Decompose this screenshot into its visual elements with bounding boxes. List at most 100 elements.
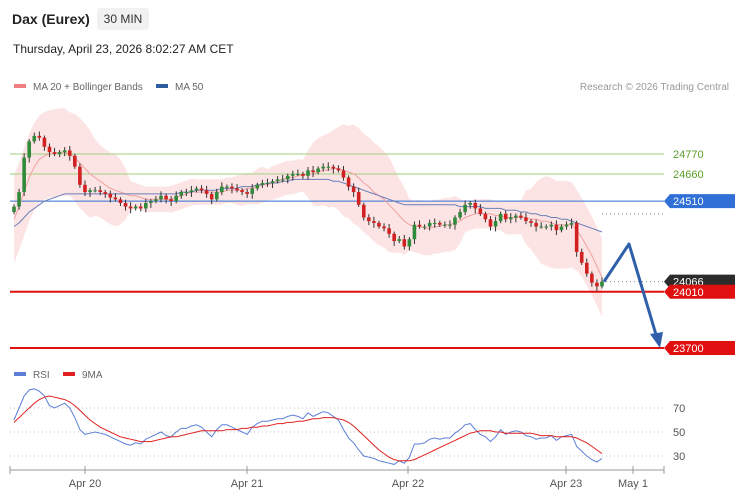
rsi-series-rsi: [13, 388, 603, 465]
candle-body: [519, 215, 523, 218]
candle-body: [488, 219, 493, 227]
legend-label-ma20: MA 20 + Bollinger Bands: [33, 82, 143, 93]
candle-body: [174, 195, 179, 202]
candle-body: [595, 282, 599, 287]
candle-body: [154, 199, 158, 202]
candle-body: [133, 206, 138, 209]
candle-body: [301, 173, 305, 176]
candle-body: [351, 186, 356, 193]
rsi-legend: RSI 9MA: [14, 370, 103, 381]
candle-body: [62, 150, 67, 153]
candle-body: [184, 192, 189, 194]
x-tick-label: Apr 21: [231, 478, 263, 490]
x-axis: Apr 20 Apr 21 Apr 22 Apr 23 May 1: [9, 466, 665, 490]
candle-body: [290, 173, 295, 176]
candle-body: [306, 170, 310, 176]
rsi-tick-50: 50: [673, 427, 685, 439]
candle-body: [296, 173, 300, 175]
level-tag-24510: [664, 194, 735, 209]
candle-body: [57, 152, 62, 154]
candle-body: [220, 186, 224, 193]
candle-body: [498, 213, 503, 222]
candle-body: [149, 201, 153, 203]
bollinger-band: [14, 108, 602, 317]
candle-body: [164, 195, 168, 200]
candle-body: [600, 281, 604, 287]
candle-body: [524, 217, 528, 222]
candle-body: [159, 195, 163, 200]
candle-body: [392, 233, 396, 242]
candle-body: [27, 141, 32, 158]
candle-body: [118, 199, 123, 203]
candle-body: [478, 208, 483, 214]
candle-body: [17, 192, 21, 207]
candle-body: [47, 146, 52, 153]
interval-badge-bg[interactable]: [97, 8, 149, 30]
legend-swatch-rsi: [14, 372, 26, 376]
candle-body: [42, 137, 47, 147]
candle-body: [113, 197, 118, 200]
level-tag-24010: [664, 284, 735, 299]
candle-body: [285, 175, 290, 180]
candle-body: [245, 192, 249, 194]
candle-body: [250, 188, 255, 194]
candle-body: [138, 206, 143, 209]
candle-body: [534, 222, 538, 227]
legend-label-ma50: MA 50: [175, 82, 204, 93]
candle-body: [316, 168, 320, 173]
forecast-arrow: [602, 242, 659, 339]
candle-body: [194, 188, 199, 191]
candle-body: [432, 222, 437, 224]
candle-body: [574, 222, 579, 252]
forecast-arrow-head: [650, 332, 663, 348]
candle-body: [123, 202, 128, 207]
candle-body: [372, 221, 376, 223]
candle-body: [453, 217, 457, 225]
interval-badge[interactable]: 30 MIN: [104, 12, 143, 26]
candle-body: [483, 213, 488, 220]
candle-body: [402, 239, 407, 247]
candle-body: [590, 273, 594, 283]
price-legend: MA 20 + Bollinger Bands MA 50: [14, 82, 204, 93]
candle-body: [549, 224, 554, 227]
x-tick-label: Apr 22: [392, 478, 424, 490]
level-label-24510: 24510: [673, 196, 704, 208]
candle-body: [73, 155, 77, 167]
candle-body: [179, 192, 184, 196]
candle-body: [280, 179, 285, 181]
candle-body: [199, 188, 204, 191]
x-tick-label: Apr 20: [69, 478, 101, 490]
candle-body: [225, 186, 229, 188]
candle-body: [143, 202, 148, 209]
candle-body: [514, 215, 518, 218]
candle-body: [255, 184, 260, 189]
candle-body: [463, 204, 467, 213]
candle-body: [508, 217, 513, 220]
rsi-tick-30: 30: [673, 451, 685, 463]
rsi-series-9ma: [13, 395, 603, 462]
legend-swatch-9ma: [63, 372, 75, 376]
candle-body: [443, 224, 447, 226]
candle-body: [584, 262, 589, 274]
candle-body: [83, 184, 87, 193]
rsi-tick-70: 70: [673, 403, 685, 415]
candle-body: [336, 168, 341, 171]
candle-body: [529, 221, 533, 223]
rsi-panel: 70 50 30: [10, 388, 685, 465]
candle-body: [108, 193, 113, 198]
candle-body: [397, 239, 402, 242]
candle-body: [367, 217, 371, 222]
candle-body: [361, 204, 366, 218]
candle-body: [321, 166, 326, 169]
candle-body: [448, 224, 452, 226]
legend-swatch-ma20: [14, 84, 26, 88]
legend-label-9ma: 9MA: [82, 370, 103, 381]
candle-body: [270, 181, 275, 184]
x-tick-label: Apr 23: [550, 478, 582, 490]
candle-body: [52, 152, 57, 154]
candle-body: [311, 170, 315, 173]
legend-swatch-ma50: [156, 84, 168, 88]
candle-body: [412, 224, 417, 240]
